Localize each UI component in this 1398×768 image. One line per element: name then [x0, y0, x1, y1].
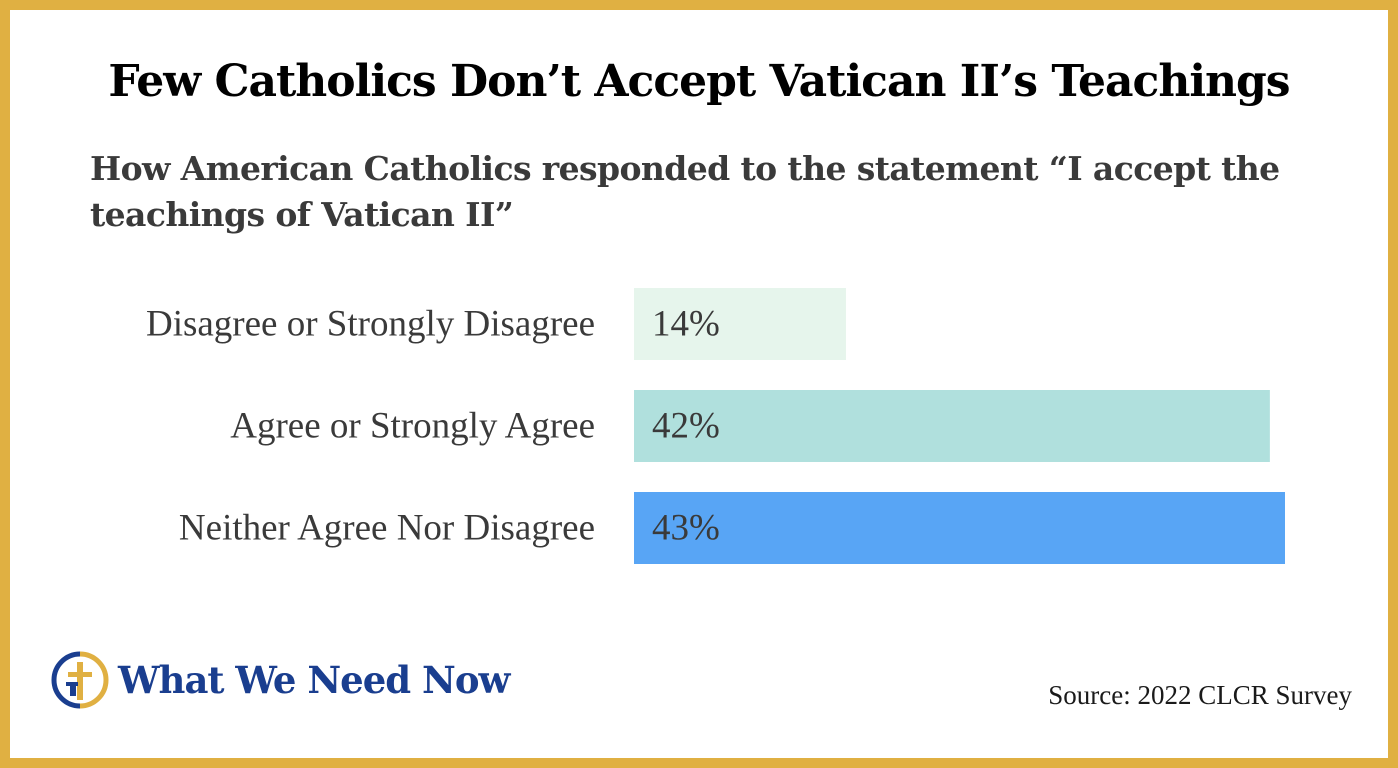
bar-3 — [634, 492, 1285, 564]
value-label-1: 14% — [652, 304, 720, 345]
brand: What We Need Now — [50, 650, 510, 710]
circle-cross-logo-icon — [51, 651, 109, 709]
chart-title: Few Catholics Don’t Accept Vatican II’s … — [108, 56, 1290, 107]
category-label-2: Agree or Strongly Agree — [230, 406, 595, 447]
source-note: Source: 2022 CLCR Survey — [1048, 680, 1352, 710]
bar-1 — [634, 288, 846, 360]
value-label-3: 43% — [652, 508, 720, 549]
category-label-1: Disagree or Strongly Disagree — [146, 304, 595, 345]
bar-2 — [634, 390, 1270, 462]
value-label-2: 42% — [652, 406, 720, 447]
brand-name: What We Need Now — [118, 658, 510, 702]
chart-subtitle: How American Catholics responded to the … — [90, 149, 1280, 234]
category-label-3: Neither Agree Nor Disagree — [179, 508, 595, 549]
